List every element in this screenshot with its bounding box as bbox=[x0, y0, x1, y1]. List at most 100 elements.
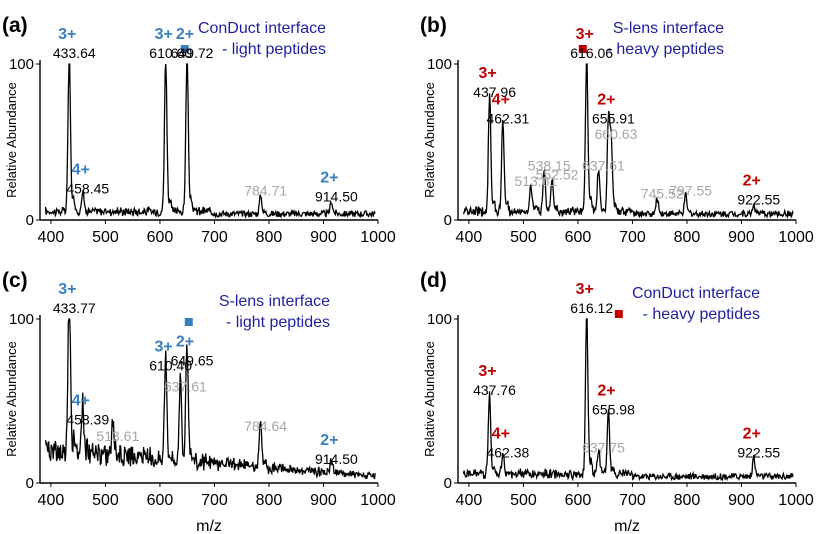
peak-mz-label: 610.40 bbox=[149, 357, 192, 373]
peak-charge-label: 2+ bbox=[176, 333, 194, 350]
x-tick-label: 600 bbox=[565, 229, 592, 246]
y-tick-label: 100 bbox=[427, 311, 452, 328]
spectrum-trace bbox=[44, 318, 376, 480]
peak-charge-label: 2+ bbox=[597, 92, 615, 109]
peak-mz-label: 914.50 bbox=[315, 451, 358, 467]
peak-charge-label: 2+ bbox=[743, 173, 761, 190]
legend-item: - light peptides bbox=[222, 41, 326, 58]
legend-marker bbox=[614, 310, 623, 318]
peak-mz-label: 784.64 bbox=[244, 418, 287, 434]
peak-charge-label: 4+ bbox=[492, 425, 510, 442]
peak-mz-label: 462.31 bbox=[486, 111, 529, 127]
x-tick-label: 800 bbox=[674, 229, 701, 246]
peak-mz-label: 616.12 bbox=[570, 300, 613, 316]
peak-mz-label: 914.50 bbox=[315, 189, 358, 205]
legend-marker bbox=[184, 318, 193, 326]
peak-mz-label: 513.61 bbox=[96, 428, 139, 444]
peak-mz-label: 649.65 bbox=[171, 352, 214, 368]
x-tick-label: 600 bbox=[565, 492, 592, 509]
peak-mz-label: 655.91 bbox=[592, 111, 635, 127]
peak-mz-label: 784.71 bbox=[244, 182, 287, 198]
x-tick-label: 1000 bbox=[778, 229, 814, 246]
peak-mz-label: 437.96 bbox=[473, 84, 516, 100]
x-tick-label: 400 bbox=[456, 492, 483, 509]
peak-charge-label: 3+ bbox=[58, 26, 76, 43]
peak-mz-label: 649.72 bbox=[171, 45, 214, 61]
x-tick-label: 500 bbox=[92, 492, 119, 509]
x-tick-label: 1000 bbox=[360, 492, 396, 509]
peak-charge-label: 3+ bbox=[576, 281, 594, 298]
peak-mz-label: 458.45 bbox=[66, 181, 109, 197]
x-tick-label: 700 bbox=[201, 229, 228, 246]
peak-mz-label: 637.75 bbox=[582, 439, 625, 455]
spectrum-trace bbox=[462, 63, 794, 220]
peak-charge-label: 3+ bbox=[478, 363, 496, 380]
peak-charge-label: 3+ bbox=[155, 26, 173, 43]
peak-charge-label: 3+ bbox=[58, 281, 76, 298]
peak-mz-label: 745.52 bbox=[641, 185, 684, 201]
y-tick-label: 100 bbox=[9, 311, 34, 328]
x-tick-label: 400 bbox=[38, 229, 65, 246]
panel-label: (d) bbox=[420, 269, 447, 292]
spectrum-panel-b: (b) S-lens interface - heavy peptides 0 100 4… bbox=[420, 14, 814, 246]
panel-label: (a) bbox=[2, 14, 28, 37]
x-axis-label: m/z bbox=[196, 518, 222, 534]
peak-charge-label: 2+ bbox=[597, 383, 615, 400]
peak-charge-label: 2+ bbox=[320, 432, 338, 449]
x-tick-label: 900 bbox=[728, 492, 755, 509]
x-axis-label: m/z bbox=[614, 518, 640, 534]
legend-marker bbox=[180, 45, 189, 53]
peak-mz-label: 660.63 bbox=[595, 126, 638, 142]
x-tick-label: 700 bbox=[619, 229, 646, 246]
x-tick-label: 600 bbox=[147, 229, 174, 246]
peak-mz-label: 538.15 bbox=[528, 157, 571, 173]
spectrum-panel-d: (d) ConDuct interface - heavy peptides 0 100… bbox=[420, 269, 814, 534]
y-tick-label: 100 bbox=[427, 56, 452, 73]
x-tick-label: 600 bbox=[147, 492, 174, 509]
peak-mz-label: 655.98 bbox=[592, 402, 635, 418]
x-tick-label: 1000 bbox=[360, 229, 396, 246]
x-tick-label: 800 bbox=[256, 492, 283, 509]
peak-charge-label: 3+ bbox=[576, 26, 594, 43]
peak-mz-label: 610.60 bbox=[149, 45, 192, 61]
peak-charge-label: 4+ bbox=[72, 393, 90, 410]
x-tick-label: 400 bbox=[38, 492, 65, 509]
x-tick-label: 900 bbox=[310, 492, 337, 509]
legend-item: - heavy peptides bbox=[607, 41, 724, 58]
y-tick-label: 0 bbox=[26, 212, 34, 229]
peak-charge-label: 4+ bbox=[492, 92, 510, 109]
peak-charge-label: 2+ bbox=[743, 425, 761, 442]
peak-mz-label: 637.61 bbox=[582, 157, 625, 173]
y-tick-label: 100 bbox=[9, 56, 34, 73]
x-tick-label: 700 bbox=[619, 492, 646, 509]
x-tick-label: 500 bbox=[510, 229, 537, 246]
x-tick-label: 700 bbox=[201, 492, 228, 509]
peak-charge-label: 3+ bbox=[154, 338, 172, 355]
legend-item: - light peptides bbox=[226, 314, 330, 331]
peak-mz-label: 462.38 bbox=[486, 444, 529, 460]
y-axis-label: Relative Abundance bbox=[422, 341, 437, 457]
peak-mz-label: 922.55 bbox=[737, 192, 780, 208]
x-tick-label: 800 bbox=[256, 229, 283, 246]
legend-item: - heavy peptides bbox=[643, 306, 760, 323]
x-tick-label: 900 bbox=[310, 229, 337, 246]
x-tick-label: 500 bbox=[510, 492, 537, 509]
legend-title: S-lens interface bbox=[219, 293, 330, 310]
x-tick-label: 400 bbox=[456, 229, 483, 246]
x-tick-label: 800 bbox=[674, 492, 701, 509]
peak-mz-label: 458.39 bbox=[66, 412, 109, 428]
x-tick-label: 500 bbox=[92, 229, 119, 246]
peak-mz-label: 433.64 bbox=[53, 45, 96, 61]
legend-title: S-lens interface bbox=[613, 20, 724, 37]
panel-label: (b) bbox=[420, 14, 447, 37]
peak-mz-label: 552.52 bbox=[536, 167, 579, 183]
peak-mz-label: 616.06 bbox=[570, 45, 613, 61]
y-axis-label: Relative Abundance bbox=[4, 82, 19, 198]
y-tick-label: 0 bbox=[444, 475, 452, 492]
peak-charge-label: 2+ bbox=[320, 170, 338, 187]
spectrum-panel-a: (a) ConDuct interface - light peptides 0 100… bbox=[2, 14, 396, 246]
peak-charge-label: 2+ bbox=[176, 26, 194, 43]
panel-label: (c) bbox=[2, 269, 28, 292]
spectrum-trace bbox=[462, 318, 794, 482]
